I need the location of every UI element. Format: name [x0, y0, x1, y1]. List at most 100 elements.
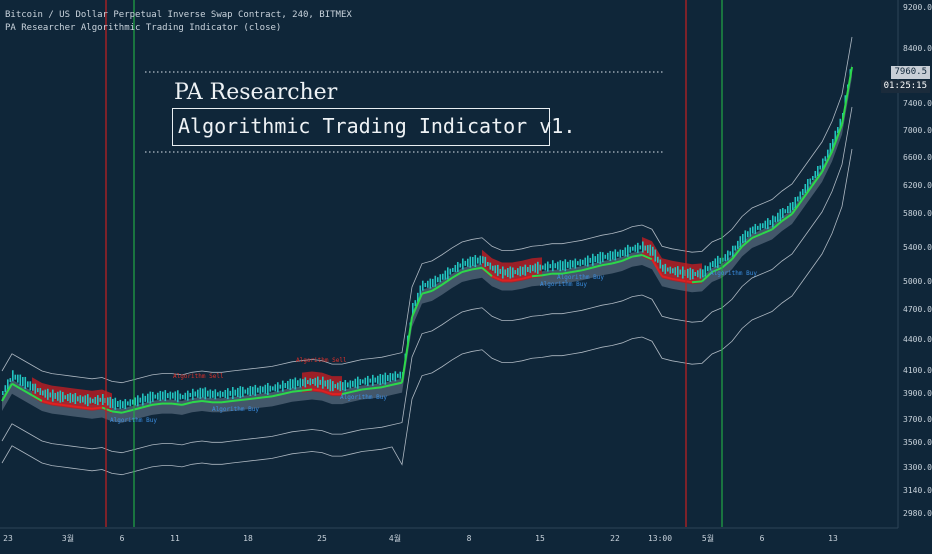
outer-channel [1, 148, 853, 476]
time-axis[interactable]: 23 3월 6 11 18 25 4월 8 15 22 13:00 5월 6 13 [0, 527, 898, 543]
candle [147, 393, 149, 403]
candle [172, 392, 174, 399]
candle [387, 375, 389, 382]
candle [822, 158, 824, 170]
price-axis[interactable]: 9200.0 8400.0 7400.0 7000.0 6600.0 6200.0 5800… [897, 0, 932, 528]
candle [777, 212, 779, 222]
candle [137, 395, 139, 407]
candle [592, 253, 594, 266]
candle [364, 377, 367, 385]
candle [439, 274, 442, 283]
candle [809, 178, 812, 185]
candle [264, 384, 267, 394]
trend-segment [751, 232, 763, 239]
candle [522, 266, 524, 275]
candle [212, 390, 214, 398]
candle [49, 392, 52, 398]
candle [477, 257, 479, 264]
candle [647, 245, 649, 254]
candle [587, 255, 589, 267]
candle [582, 259, 584, 265]
candle [832, 139, 834, 148]
candle [494, 265, 497, 274]
time-tick-label: 22 [610, 534, 620, 543]
trend-segment [441, 277, 453, 286]
price-tick-label: 5400.0 [903, 243, 932, 252]
candle [644, 245, 647, 251]
trend-segment [541, 272, 553, 277]
candle [564, 259, 567, 272]
candle [62, 391, 64, 402]
candle [337, 382, 339, 390]
trend-segment [511, 277, 523, 282]
candle [392, 373, 394, 381]
candle [802, 189, 804, 195]
candle [79, 395, 82, 404]
trend-segment [721, 258, 733, 269]
candle [812, 176, 814, 180]
symbol-title: Bitcoin / US Dollar Perpetual Inverse Sw… [5, 10, 352, 20]
trend-segment [711, 266, 723, 273]
candle [299, 378, 302, 388]
candle [737, 240, 739, 249]
candle [77, 396, 79, 402]
candle [202, 388, 204, 398]
candle [552, 260, 554, 272]
candle [459, 263, 462, 268]
candle [362, 379, 364, 384]
candle [729, 251, 732, 256]
candle [47, 388, 49, 400]
candle [464, 260, 467, 266]
candle [12, 370, 14, 382]
candle [297, 380, 299, 387]
candle [524, 264, 527, 276]
trend-segment [421, 289, 433, 295]
candle [134, 397, 137, 406]
candle [712, 261, 714, 267]
price-tick-label: 3700.0 [903, 415, 932, 424]
candle [724, 254, 727, 262]
candle [599, 251, 602, 264]
overlay-subtitle-box [172, 108, 550, 146]
candle [292, 379, 294, 389]
candle [72, 394, 74, 403]
price-tick-label: 6600.0 [903, 153, 932, 162]
candle [144, 395, 147, 402]
candle [484, 256, 487, 267]
candle [672, 268, 674, 274]
candle [609, 250, 612, 261]
lower-channel [1, 106, 853, 454]
candle [367, 375, 369, 386]
candle [554, 263, 557, 269]
candle [332, 381, 334, 392]
price-tick-label: 7400.0 [903, 99, 932, 108]
candle [602, 252, 604, 263]
candle [437, 277, 439, 283]
candle [462, 258, 464, 270]
candle [557, 261, 559, 270]
time-tick-label: 13:00 [648, 534, 672, 543]
indicator-bands [1, 36, 853, 476]
candle [492, 265, 494, 271]
candle [684, 269, 687, 276]
candle [759, 223, 762, 231]
candle [432, 278, 434, 287]
trend-segment [651, 258, 663, 277]
trend-segment [401, 316, 413, 383]
candle [714, 258, 717, 268]
trend-segment [141, 403, 153, 409]
candle [324, 380, 327, 387]
trend-segment [341, 390, 353, 396]
trend-segment [591, 264, 603, 269]
candle [149, 391, 152, 404]
candle [757, 225, 759, 230]
trend-segment [571, 269, 583, 273]
candle [382, 374, 384, 384]
candle [619, 249, 622, 258]
candle [377, 375, 379, 384]
candle [234, 389, 237, 396]
candle [797, 196, 799, 202]
candle [424, 282, 427, 287]
